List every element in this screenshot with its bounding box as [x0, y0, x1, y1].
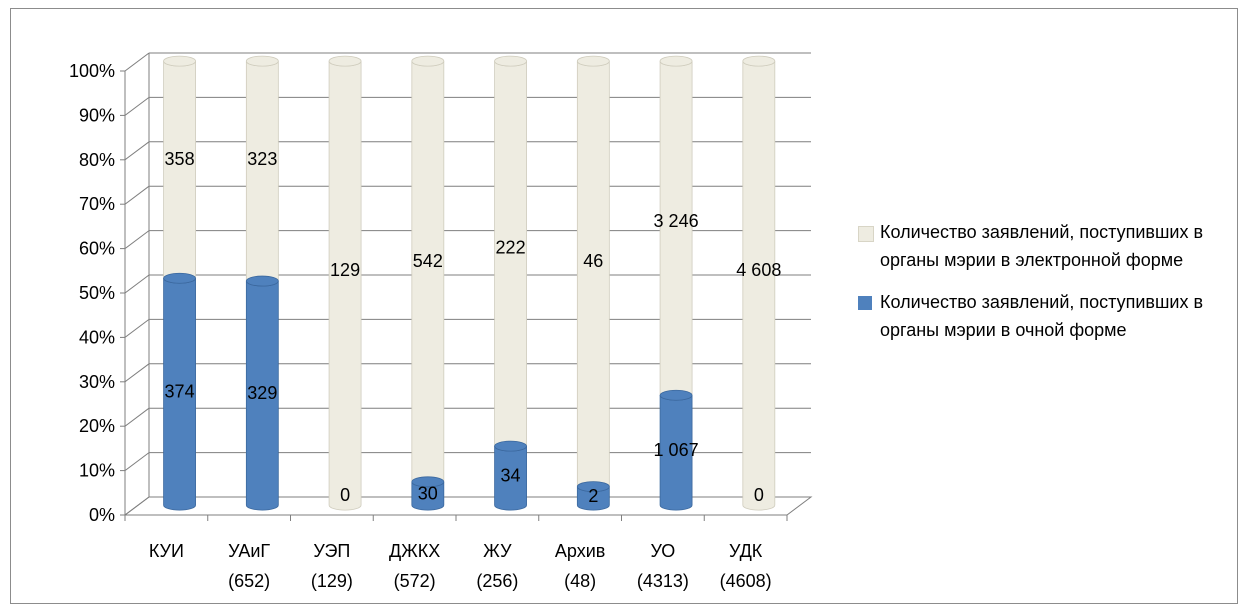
x-tick-label: (256) — [476, 571, 518, 591]
legend-label-electronic: Количество заявлений, поступивших в орга… — [880, 222, 1204, 270]
y-tick-label: 80% — [79, 150, 115, 170]
bar-electronic-top — [576, 55, 610, 67]
bar-electronic — [742, 55, 776, 511]
bar-electronic-top — [742, 55, 776, 67]
y-tick-label: 40% — [79, 327, 115, 347]
y-tick-label: 30% — [79, 372, 115, 392]
y-tick-label: 100% — [69, 61, 115, 81]
side-gridline — [124, 141, 150, 161]
data-label-in-person: 329 — [247, 383, 277, 403]
bar-electronic — [411, 55, 445, 488]
data-label-in-person: 0 — [340, 485, 350, 505]
bar-in-person-top — [659, 389, 693, 401]
bar-electronic — [245, 55, 279, 287]
data-label-electronic: 358 — [165, 149, 195, 169]
x-tick-label: (48) — [564, 571, 596, 591]
data-label-electronic: 46 — [583, 251, 603, 271]
data-label-in-person: 30 — [418, 483, 438, 503]
bar-in-person — [245, 275, 279, 511]
x-tick-label: Архив — [555, 541, 605, 561]
bar-in-person — [163, 272, 196, 511]
y-tick-label: 20% — [79, 416, 115, 436]
side-gridline — [124, 185, 150, 205]
bars — [163, 55, 776, 511]
legend-label-in-person: Количество заявлений, поступивших в орга… — [880, 292, 1204, 340]
gridlines — [123, 52, 813, 516]
bar-electronic-body — [742, 60, 776, 511]
bar-electronic-body — [328, 60, 362, 511]
side-gridline — [124, 452, 150, 472]
bar-electronic-body — [576, 60, 610, 492]
bar-electronic — [163, 55, 196, 284]
x-tick-label: УДК — [729, 541, 763, 561]
x-tick-label: УАиГ — [228, 541, 270, 561]
bar-electronic-body — [245, 60, 279, 287]
data-label-electronic: 542 — [413, 251, 443, 271]
x-tick-label: (129) — [311, 571, 353, 591]
side-gridline — [124, 318, 150, 338]
bar-electronic-top — [494, 55, 527, 67]
data-label-electronic: 323 — [247, 149, 277, 169]
bar-electronic-top — [328, 55, 362, 67]
bar-in-person — [411, 476, 445, 511]
bar-electronic-top — [411, 55, 445, 67]
floor — [123, 496, 813, 516]
bar-in-person — [494, 440, 527, 511]
y-tick-label: 10% — [79, 461, 115, 481]
data-label-electronic: 4 608 — [736, 260, 781, 280]
bar-electronic-body — [411, 60, 445, 488]
side-gridline — [124, 52, 150, 72]
bar-electronic-body — [163, 60, 196, 284]
x-tick-label: УЭП — [313, 541, 350, 561]
bar-in-person — [659, 389, 693, 511]
side-gridline — [124, 363, 150, 383]
x-tick-label: (4313) — [637, 571, 689, 591]
bar-in-person — [576, 481, 610, 511]
legend: Количество заявлений, поступивших в орга… — [858, 218, 1238, 358]
bar-electronic-top — [245, 55, 279, 67]
x-tick-label: (652) — [228, 571, 270, 591]
x-tick-label: ДЖКХ — [389, 541, 440, 561]
x-tick-label: (572) — [394, 571, 436, 591]
legend-swatch-in-person — [858, 296, 872, 310]
data-label-electronic: 129 — [330, 260, 360, 280]
bar-in-person-top — [245, 275, 279, 287]
y-axis-ticks: 0% 10% 20% 30% 40% 50% 60% 70% 80% 90% 100% — [69, 61, 125, 525]
data-label-in-person: 374 — [165, 382, 195, 402]
y-tick-label: 60% — [79, 239, 115, 259]
y-tick-label: 50% — [79, 283, 115, 303]
data-label-in-person: 1 067 — [654, 440, 699, 460]
data-label-in-person: 2 — [588, 486, 598, 506]
data-label-electronic: 222 — [496, 238, 526, 258]
chart-frame: 0% 10% 20% 30% 40% 50% 60% 70% 80% 90% 100% КУИ УАи… — [10, 8, 1238, 604]
x-tick-label: КУИ — [149, 541, 184, 561]
bar-electronic — [328, 55, 362, 511]
data-label-in-person: 34 — [501, 466, 521, 486]
bar-in-person-top — [411, 476, 445, 488]
bar-in-person-top — [494, 440, 527, 452]
side-gridline — [124, 274, 150, 294]
side-gridline — [124, 407, 150, 427]
data-label-in-person: 0 — [754, 485, 764, 505]
legend-item-electronic: Количество заявлений, поступивших в орга… — [858, 218, 1238, 274]
bar-electronic — [576, 55, 610, 492]
bar-in-person-top — [576, 481, 610, 493]
bar-in-person-top — [163, 272, 196, 284]
legend-swatch-electronic — [858, 226, 874, 242]
x-axis-labels: КУИ УАиГ (652) УЭП (129) ДЖКХ (572) ЖУ (256) Архи… — [124, 515, 788, 591]
bar-electronic-top — [659, 55, 693, 67]
data-label-electronic: 3 246 — [654, 211, 699, 231]
y-tick-label: 0% — [89, 505, 115, 525]
stacked-percent-bar-chart: 0% 10% 20% 30% 40% 50% 60% 70% 80% 90% 100% КУИ УАи… — [69, 52, 813, 591]
y-tick-label: 70% — [79, 194, 115, 214]
x-tick-label: (4608) — [720, 571, 772, 591]
y-tick-label: 90% — [79, 105, 115, 125]
bar-electronic-top — [163, 55, 196, 67]
side-gridline — [124, 230, 150, 250]
side-gridline — [124, 97, 150, 116]
x-tick-label: УО — [650, 541, 675, 561]
legend-item-in-person: Количество заявлений, поступивших в орга… — [858, 288, 1238, 344]
x-tick-label: ЖУ — [483, 541, 512, 561]
